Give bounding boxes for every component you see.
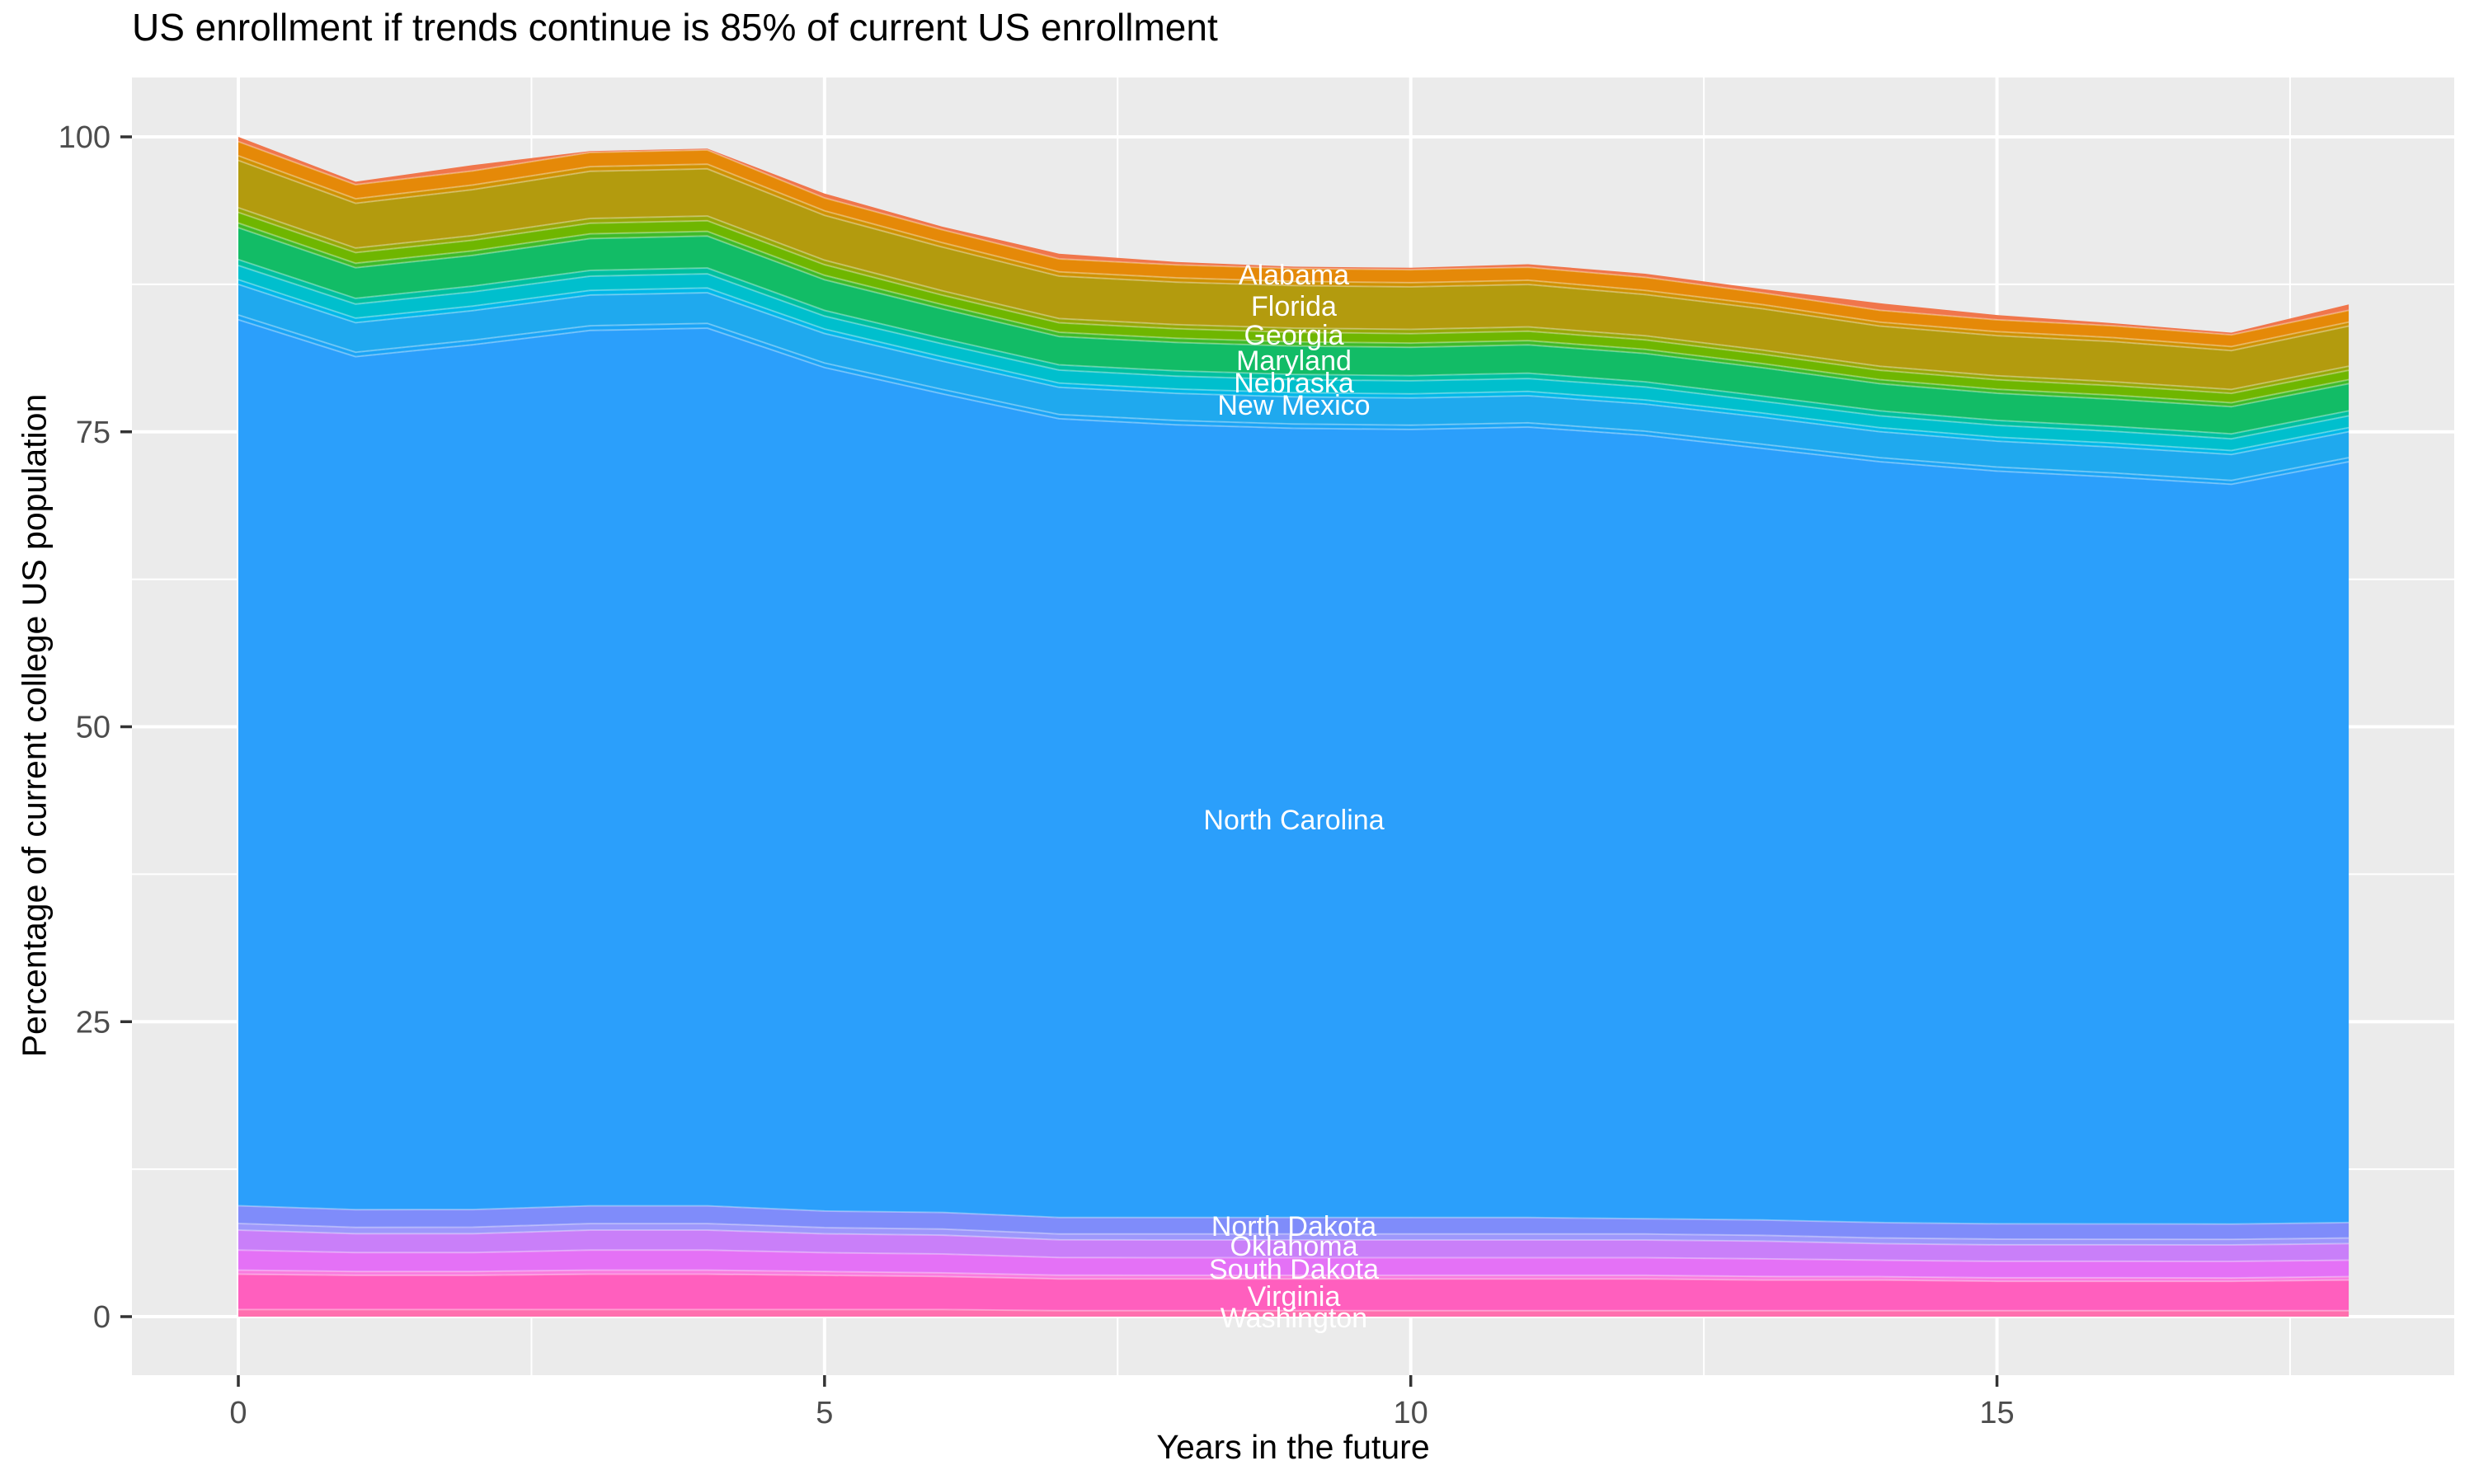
band-separator [238,1229,2349,1247]
y-tick-label: 50 [76,711,111,745]
band-separator [238,314,2349,481]
band-separator [238,258,2349,435]
band-separator [238,1308,2349,1312]
band-separator [238,159,2349,352]
x-tick-label: 15 [1979,1396,2014,1430]
area-band-south-dakota [238,1250,2349,1279]
x-tick-label: 5 [816,1396,833,1430]
area-band-north-dakota [238,1205,2349,1240]
band-separator [238,1205,2349,1225]
band-separator [238,227,2349,408]
x-tick-label: 10 [1394,1396,1428,1430]
area-labels: AlabamaFloridaGeorgiaMarylandNebraskaNew… [1203,260,1384,1334]
band-separator [238,1223,2349,1241]
band-separator [238,222,2349,404]
band-separator [238,318,2349,486]
area-label-georgia: Georgia [1244,320,1344,351]
band-separator [238,1269,2349,1280]
area-label-virginia: Virginia [1248,1281,1341,1313]
band-separator [238,154,2349,348]
area-band-washington [238,1309,2349,1317]
area-label-nebraska: Nebraska [1234,368,1354,399]
area-band-florida [238,160,2349,390]
area-label-florida: Florida [1251,291,1337,322]
band-separator [238,140,2349,336]
area-band-north-carolina [238,319,2349,1224]
area-label-north-dakota: North Dakota [1211,1211,1376,1242]
area-band-new-mexico [238,284,2349,481]
area-band-maryland [238,228,2349,434]
area-label-alabama: Alabama [1239,260,1349,291]
y-tick-label: 100 [59,120,111,155]
band-separators [238,140,2349,1312]
area-label-washington: Washington [1221,1303,1367,1334]
area-label-south-dakota: South Dakota [1209,1254,1379,1285]
area-band-minor-band-s6 [238,1270,2349,1282]
area-label-oklahoma: Oklahoma [1230,1231,1358,1262]
band-separator [238,265,2349,440]
band-separator [238,211,2349,395]
area-band-minor-band-s5 [238,1223,2349,1245]
area-label-new-mexico: New Mexico [1217,390,1370,421]
x-axis-title: Years in the future [1156,1428,1430,1466]
area-label-north-carolina: North Carolina [1203,805,1384,836]
y-tick-label: 75 [76,416,111,450]
band-separator [238,279,2349,452]
y-tick-label: 25 [76,1005,111,1040]
y-tick-label: 0 [93,1300,111,1335]
y-axis-title: Percentage of current college US populat… [15,393,54,1058]
band-separator [238,283,2349,456]
band-separator [238,206,2349,391]
area-band-oklahoma [238,1230,2349,1261]
band-separator [238,1273,2349,1283]
band-separator [238,1249,2349,1263]
chart-title: US enrollment if trends continue is 85% … [132,6,1218,49]
area-label-maryland: Maryland [1236,345,1352,377]
axes: 0 25 50 75 100 0 5 10 15 [59,120,2015,1430]
area-bands [238,137,2349,1317]
area-band-virginia [238,1274,2349,1311]
x-tick-label: 0 [229,1396,247,1430]
